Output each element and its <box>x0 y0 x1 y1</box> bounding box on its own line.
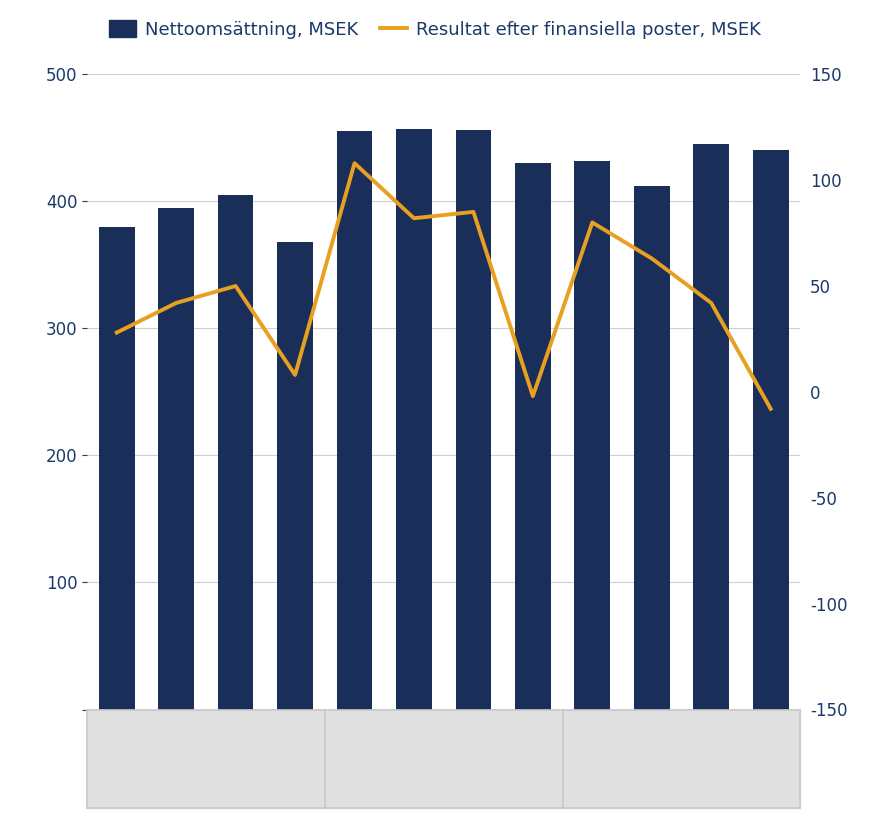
Bar <box>752 150 787 709</box>
Legend: Nettoomsättning, MSEK, Resultat efter finansiella poster, MSEK: Nettoomsättning, MSEK, Resultat efter fi… <box>102 13 767 46</box>
Text: 2015: 2015 <box>421 753 466 771</box>
Bar <box>158 208 194 710</box>
Bar <box>277 242 313 710</box>
Bar <box>514 163 550 710</box>
Bar <box>87 710 799 808</box>
Bar <box>693 144 728 710</box>
Bar <box>634 186 669 710</box>
Bar <box>455 130 491 710</box>
Bar <box>217 195 253 710</box>
Bar <box>99 227 135 710</box>
Bar <box>574 161 609 710</box>
Text: 2016: 2016 <box>658 753 703 771</box>
Bar <box>336 131 372 710</box>
Text: 2014: 2014 <box>182 753 229 771</box>
Bar <box>395 129 431 710</box>
